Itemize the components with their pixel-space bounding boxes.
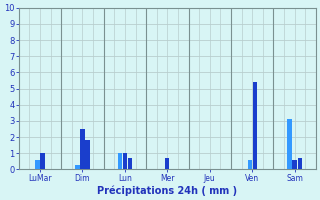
Bar <box>287 119 292 169</box>
Bar <box>36 160 40 169</box>
Bar <box>40 153 45 169</box>
Bar <box>128 158 132 169</box>
Bar <box>292 160 297 169</box>
Bar <box>75 165 79 169</box>
Bar <box>85 140 90 169</box>
Bar <box>248 160 252 169</box>
Bar <box>123 153 127 169</box>
Bar <box>165 158 170 169</box>
Bar <box>298 158 302 169</box>
Bar <box>80 129 84 169</box>
X-axis label: Précipitations 24h ( mm ): Précipitations 24h ( mm ) <box>97 185 237 196</box>
Bar <box>252 82 257 169</box>
Bar <box>118 153 122 169</box>
